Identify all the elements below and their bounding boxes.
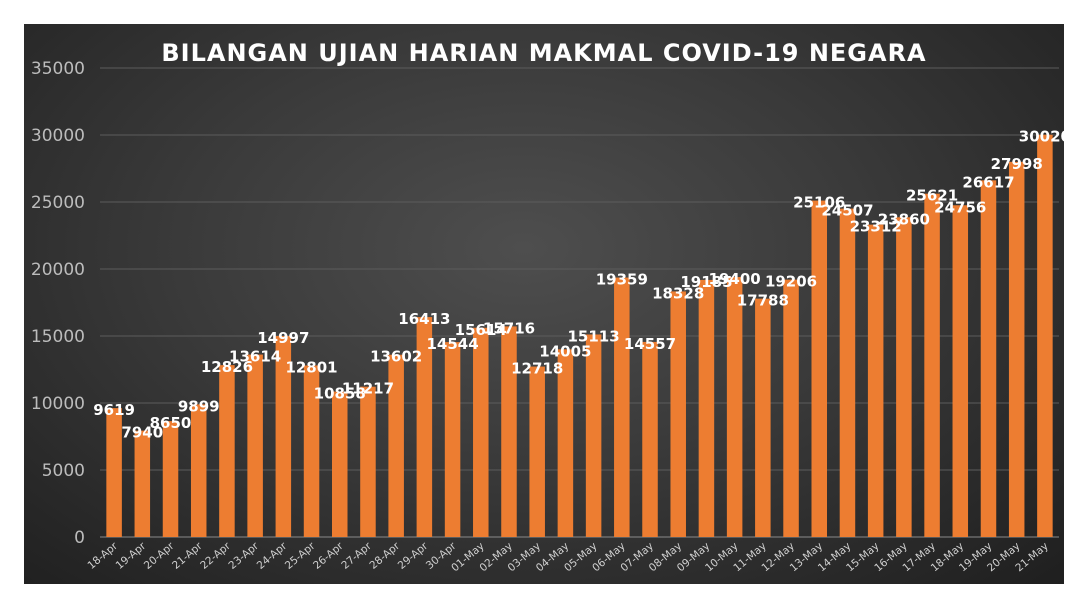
- bar: [275, 336, 292, 537]
- data-label: 17788: [737, 292, 789, 310]
- data-label: 23312: [850, 218, 902, 236]
- y-axis: 0 5000 10000 15000 20000 25000 30000 35000: [31, 59, 85, 548]
- data-label: 24756: [934, 198, 986, 216]
- data-label: 7940: [121, 424, 163, 442]
- data-label: 14557: [624, 335, 676, 353]
- data-label: 25621: [906, 187, 958, 205]
- y-tick-label: 15000: [31, 327, 85, 347]
- x-tick-label: 25-Apr: [283, 540, 318, 572]
- bar: [952, 205, 969, 538]
- bar: [698, 279, 715, 537]
- data-label: 14544: [426, 335, 478, 353]
- data-label: 24507: [821, 202, 873, 220]
- y-tick-label: 35000: [31, 59, 85, 79]
- y-tick-label: 5000: [42, 461, 85, 481]
- y-tick-label: 30000: [31, 126, 85, 146]
- x-tick-label: 24-Apr: [255, 540, 290, 572]
- data-label: 16413: [398, 310, 450, 328]
- bar: [219, 365, 235, 537]
- bar: [896, 217, 912, 537]
- data-label: 12801: [285, 358, 337, 376]
- x-axis: 18-Apr19-Apr20-Apr21-Apr22-Apr23-Apr24-A…: [85, 540, 1050, 575]
- bar: [360, 386, 376, 537]
- y-tick-label: 0: [74, 528, 85, 548]
- data-label: 13602: [370, 348, 422, 366]
- bar: [670, 291, 686, 537]
- x-tick-label: 26-Apr: [311, 540, 346, 572]
- bar: [585, 334, 602, 537]
- data-label: 26617: [962, 173, 1014, 191]
- data-label: 19400: [709, 270, 761, 288]
- data-label: 23860: [878, 210, 930, 228]
- bar: [388, 354, 404, 537]
- bar: [444, 342, 461, 537]
- bar: [501, 326, 517, 537]
- bar: [331, 391, 348, 537]
- data-label: 25106: [793, 194, 845, 212]
- data-label: 14997: [257, 329, 309, 347]
- x-tick-label: 23-Apr: [226, 540, 261, 572]
- bar: [839, 208, 856, 537]
- data-label: 30020: [1019, 128, 1064, 146]
- data-label: 9899: [178, 397, 220, 415]
- chart-title: BILANGAN UJIAN HARIAN MAKMAL COVID-19 NE…: [161, 39, 926, 67]
- data-label: 15716: [483, 319, 535, 337]
- x-tick-label: 27-Apr: [339, 540, 374, 572]
- x-tick-label: 28-Apr: [367, 540, 402, 572]
- bar-chart: BILANGAN UJIAN HARIAN MAKMAL COVID-19 NE…: [31, 39, 1064, 575]
- bar: [1037, 134, 1053, 537]
- bar: [473, 327, 489, 537]
- bar: [162, 421, 179, 537]
- bar: [106, 408, 122, 537]
- bar: [783, 279, 799, 537]
- data-label: 14005: [539, 342, 591, 360]
- data-label: 15113: [568, 327, 620, 345]
- bar: [247, 354, 263, 537]
- data-label: 15614: [455, 321, 507, 339]
- y-tick-label: 10000: [31, 394, 85, 414]
- data-label: 11217: [342, 380, 394, 398]
- data-label: 10858: [314, 385, 366, 403]
- data-label: 19206: [765, 273, 817, 291]
- bar: [190, 404, 207, 537]
- x-tick-label: 19-Apr: [114, 540, 149, 572]
- data-label: 8650: [150, 414, 192, 432]
- bar: [529, 366, 545, 537]
- bar: [867, 224, 884, 537]
- bar: [811, 200, 828, 538]
- data-label: 27998: [991, 155, 1043, 173]
- data-label: 12718: [511, 360, 563, 378]
- bar: [416, 317, 433, 537]
- data-label: 19359: [596, 271, 648, 289]
- y-tick-label: 25000: [31, 193, 85, 213]
- x-tick-label: 29-Apr: [396, 540, 431, 572]
- data-label: 9619: [93, 401, 135, 419]
- x-tick-label: 22-Apr: [198, 540, 233, 572]
- bar: [980, 180, 997, 537]
- data-label: 13614: [229, 348, 281, 366]
- bar: [642, 341, 658, 537]
- bar: [614, 277, 630, 537]
- data-label: 18328: [652, 284, 704, 302]
- x-tick-label: 18-Apr: [85, 540, 120, 572]
- bar: [303, 365, 320, 537]
- bar: [1008, 161, 1025, 538]
- bar: [557, 349, 574, 537]
- bars: [106, 134, 1053, 538]
- y-tick-label: 20000: [31, 260, 85, 280]
- data-label: 12826: [201, 358, 253, 376]
- bar: [134, 430, 151, 537]
- x-tick-label: 20-Apr: [142, 540, 177, 572]
- bar: [755, 298, 771, 537]
- chart-area: BILANGAN UJIAN HARIAN MAKMAL COVID-19 NE…: [24, 24, 1064, 584]
- data-label: 19185: [680, 273, 732, 291]
- bar: [924, 193, 940, 538]
- bar: [726, 277, 743, 537]
- gridlines: [100, 67, 1059, 538]
- x-tick-label: 21-Apr: [170, 540, 205, 572]
